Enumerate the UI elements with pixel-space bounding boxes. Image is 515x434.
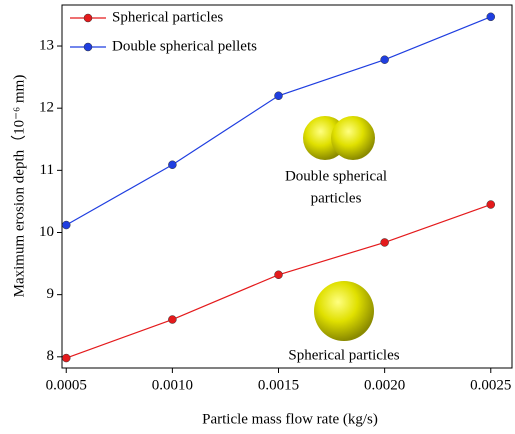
y-tick-label: 8 <box>47 348 55 364</box>
x-tick-label: 0.0010 <box>152 377 193 393</box>
annotation: particles <box>311 190 362 206</box>
data-point <box>487 13 495 21</box>
plot-frame <box>62 5 512 368</box>
legend-marker <box>84 43 92 51</box>
data-point <box>275 92 283 100</box>
y-tick-label: 11 <box>40 162 54 178</box>
chart: Double spherical particles Spherical par… <box>0 0 515 434</box>
y-tick-label: 9 <box>47 286 55 302</box>
data-point <box>487 201 495 209</box>
x-tick-label: 0.0005 <box>46 377 87 393</box>
data-point <box>381 56 389 64</box>
data-point <box>168 161 176 169</box>
annotation: Spherical particles <box>288 347 399 363</box>
legend-marker <box>84 14 92 22</box>
data-point <box>62 221 70 229</box>
x-axis-title: Particle mass flow rate (kg/s) <box>202 411 378 427</box>
legend-label: Double spherical pellets <box>112 38 257 54</box>
data-point <box>168 316 176 324</box>
sphere-icon <box>314 281 374 341</box>
y-tick-label: 12 <box>39 100 54 116</box>
data-point <box>275 271 283 279</box>
x-tick-label: 0.0015 <box>258 377 299 393</box>
y-tick-label: 13 <box>39 37 54 53</box>
sphere-icon <box>331 116 375 160</box>
y-tick-label: 10 <box>39 224 54 240</box>
y-axis-title: Maximum erosion depth（10⁻⁶ mm) <box>10 75 27 298</box>
data-point <box>62 354 70 362</box>
x-tick-label: 0.0025 <box>470 377 511 393</box>
x-tick-label: 0.0020 <box>364 377 405 393</box>
data-point <box>381 238 389 246</box>
legend-label: Spherical particles <box>112 9 223 25</box>
series-line <box>66 205 491 359</box>
annotation: Double spherical <box>285 168 387 184</box>
